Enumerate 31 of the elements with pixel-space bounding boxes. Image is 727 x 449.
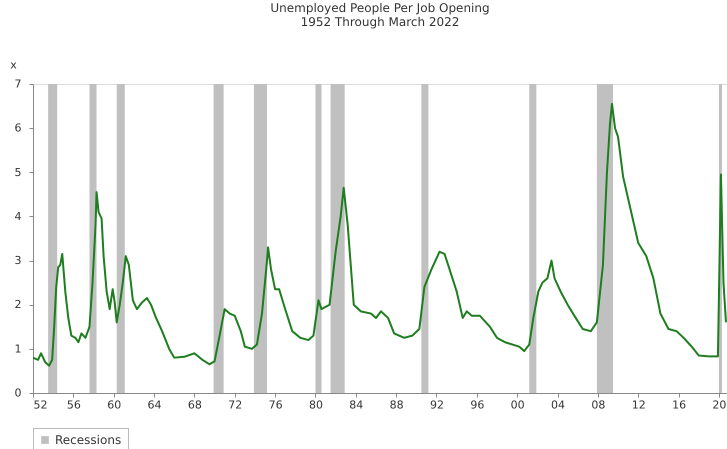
x-tick-label: 52 [34, 398, 48, 412]
text: 1952 Through March 2022 [300, 15, 460, 29]
text: Unemployed People Per Job Opening [270, 1, 490, 15]
x-tick-label: 68 [188, 398, 202, 412]
y-tick-label: 7 [14, 78, 22, 90]
y-tick-label: 5 [14, 166, 22, 179]
y-axis-title: x [10, 58, 18, 72]
x-tick-label: 76 [268, 398, 283, 412]
legend-label: Recessions [55, 433, 122, 447]
x-tick-label: 60 [107, 398, 122, 412]
y-tick-label: 1 [14, 342, 22, 356]
x-tick-label: 88 [390, 398, 404, 412]
x-tick-label: 80 [308, 398, 323, 412]
x-tick-label: 64 [148, 398, 162, 412]
x-tick-label: 56 [66, 398, 81, 412]
x-tick-label: 08 [591, 398, 606, 412]
x-tick-label: 72 [228, 398, 242, 412]
y-tick-label: 4 [14, 210, 22, 223]
x-tick-label: 16 [672, 398, 686, 412]
x-tick-label: 04 [551, 398, 566, 412]
x-tick-label: 12 [632, 398, 646, 412]
x-tick-label: 00 [510, 398, 525, 412]
line-series [33, 102, 727, 367]
x-tick-label: 20 [712, 398, 726, 412]
y-tick-label: 0 [14, 386, 22, 400]
y-tick-label: 3 [14, 254, 22, 268]
x-tick-label: 92 [430, 398, 444, 412]
y-tick-label: 2 [14, 298, 22, 312]
x-tick-label: 96 [470, 398, 484, 412]
x-tick-label: 84 [349, 398, 364, 412]
y-tick-label: 6 [14, 122, 22, 135]
